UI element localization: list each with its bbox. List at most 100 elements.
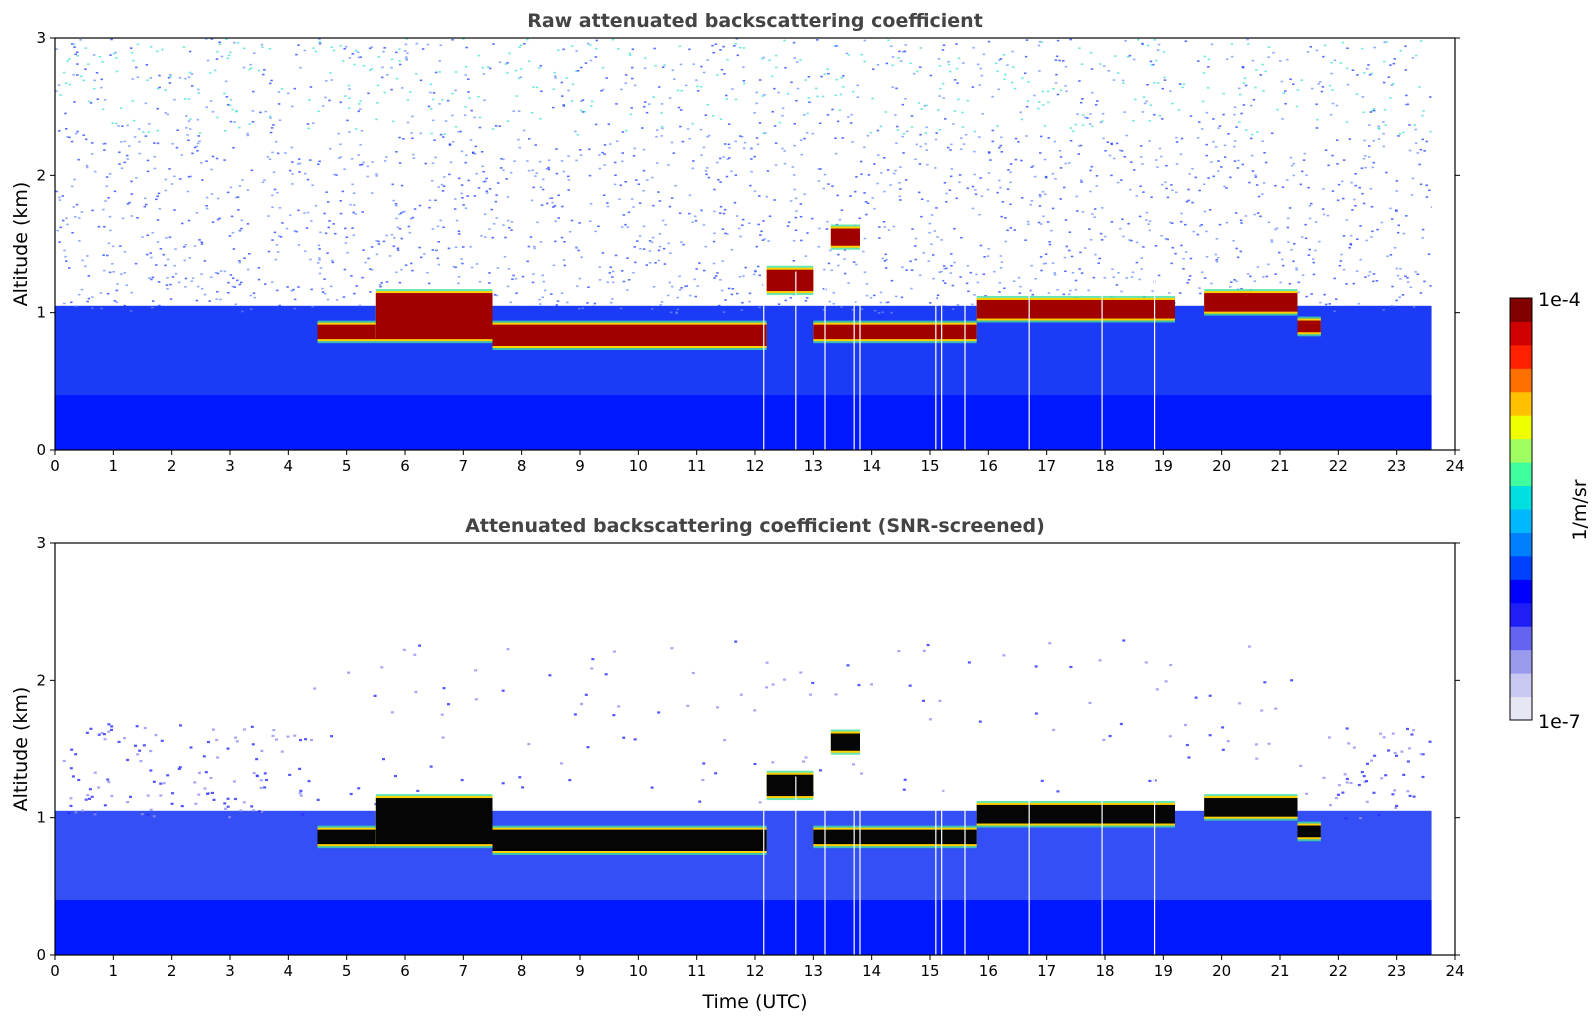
noise-pixel xyxy=(319,267,323,269)
noise-pixel xyxy=(854,190,857,193)
x-tick-label: 21 xyxy=(1270,457,1289,475)
noise-pixel xyxy=(575,246,578,248)
noise-pixel xyxy=(566,301,569,304)
noise-pixel xyxy=(436,225,440,228)
noise-pixel xyxy=(383,47,386,49)
noise-pixel xyxy=(197,771,201,774)
noise-pixel xyxy=(897,650,901,653)
noise-pixel xyxy=(128,201,131,204)
noise-pixel xyxy=(268,115,272,118)
noise-pixel xyxy=(688,48,691,51)
noise-pixel xyxy=(87,274,91,277)
noise-pixel xyxy=(77,293,81,296)
noise-pixel xyxy=(999,136,1003,139)
noise-pixel xyxy=(1117,271,1120,274)
noise-pixel xyxy=(482,180,485,183)
noise-pixel xyxy=(225,95,229,98)
noise-pixel xyxy=(1218,223,1222,226)
noise-pixel xyxy=(154,733,158,737)
noise-pixel xyxy=(645,111,649,114)
noise-pixel xyxy=(105,185,109,188)
noise-pixel xyxy=(332,223,335,225)
noise-pixel xyxy=(103,804,107,807)
noise-pixel xyxy=(375,118,378,121)
colorbar-scale xyxy=(1510,298,1532,721)
noise-pixel xyxy=(939,87,942,90)
noise-pixel xyxy=(195,299,199,302)
noise-pixel xyxy=(1314,221,1318,223)
noise-pixel xyxy=(1081,114,1085,116)
noise-pixel xyxy=(725,175,729,178)
noise-pixel xyxy=(949,175,953,178)
noise-pixel xyxy=(76,54,80,57)
noise-pixel xyxy=(742,147,746,150)
noise-pixel xyxy=(1292,243,1296,245)
x-tick-label: 4 xyxy=(284,457,294,475)
noise-pixel xyxy=(311,184,314,187)
noise-pixel xyxy=(658,233,662,235)
noise-pixel xyxy=(700,307,703,310)
noise-pixel xyxy=(359,164,362,166)
noise-pixel xyxy=(622,214,626,216)
noise-pixel xyxy=(1226,740,1230,743)
noise-pixel xyxy=(1312,273,1316,276)
noise-pixel xyxy=(540,90,543,93)
noise-pixel xyxy=(102,254,105,256)
noise-pixel xyxy=(1025,39,1029,41)
noise-pixel xyxy=(291,183,294,185)
noise-pixel xyxy=(805,297,809,299)
noise-pixel xyxy=(925,149,929,151)
noise-pixel xyxy=(151,231,155,234)
noise-pixel xyxy=(291,173,294,175)
noise-pixel xyxy=(357,154,360,156)
noise-pixel xyxy=(1370,236,1373,238)
noise-pixel xyxy=(242,801,246,804)
noise-pixel xyxy=(126,758,130,762)
noise-pixel xyxy=(1305,295,1308,298)
noise-pixel xyxy=(692,160,695,162)
noise-pixel xyxy=(1371,110,1374,112)
noise-pixel xyxy=(799,203,803,205)
noise-pixel xyxy=(298,767,302,770)
noise-pixel xyxy=(1373,754,1377,757)
noise-pixel xyxy=(1382,121,1385,123)
noise-pixel xyxy=(418,644,422,647)
noise-pixel xyxy=(1094,253,1097,256)
noise-pixel xyxy=(1254,176,1258,178)
noise-pixel xyxy=(1310,202,1313,205)
noise-pixel xyxy=(211,110,215,113)
noise-pixel xyxy=(793,57,797,59)
noise-pixel xyxy=(1363,72,1366,74)
noise-pixel xyxy=(189,175,193,178)
noise-pixel xyxy=(1140,268,1143,270)
noise-pixel xyxy=(347,671,351,674)
noise-pixel xyxy=(1059,156,1063,158)
noise-pixel xyxy=(518,146,521,149)
noise-pixel xyxy=(1225,221,1229,224)
noise-pixel xyxy=(1046,221,1050,223)
noise-pixel xyxy=(883,190,886,193)
noise-pixel xyxy=(909,62,912,65)
noise-pixel xyxy=(706,167,709,169)
noise-pixel xyxy=(1333,310,1336,313)
noise-pixel xyxy=(441,736,445,739)
noise-pixel xyxy=(741,224,744,227)
noise-pixel xyxy=(205,38,208,40)
noise-pixel xyxy=(993,270,996,273)
noise-pixel xyxy=(260,43,264,46)
noise-pixel xyxy=(201,179,204,181)
noise-pixel xyxy=(978,136,981,138)
noise-pixel xyxy=(490,208,493,211)
noise-pixel xyxy=(402,648,406,651)
noise-pixel xyxy=(1421,138,1425,141)
noise-pixel xyxy=(896,125,899,128)
noise-pixel xyxy=(589,105,593,107)
noise-pixel xyxy=(1322,776,1326,780)
noise-pixel xyxy=(135,312,139,314)
noise-pixel xyxy=(627,211,631,214)
noise-pixel xyxy=(887,39,890,42)
x-tick-label: 10 xyxy=(629,457,648,475)
noise-pixel xyxy=(547,168,551,171)
noise-pixel xyxy=(260,810,264,813)
noise-pixel xyxy=(1146,83,1149,86)
